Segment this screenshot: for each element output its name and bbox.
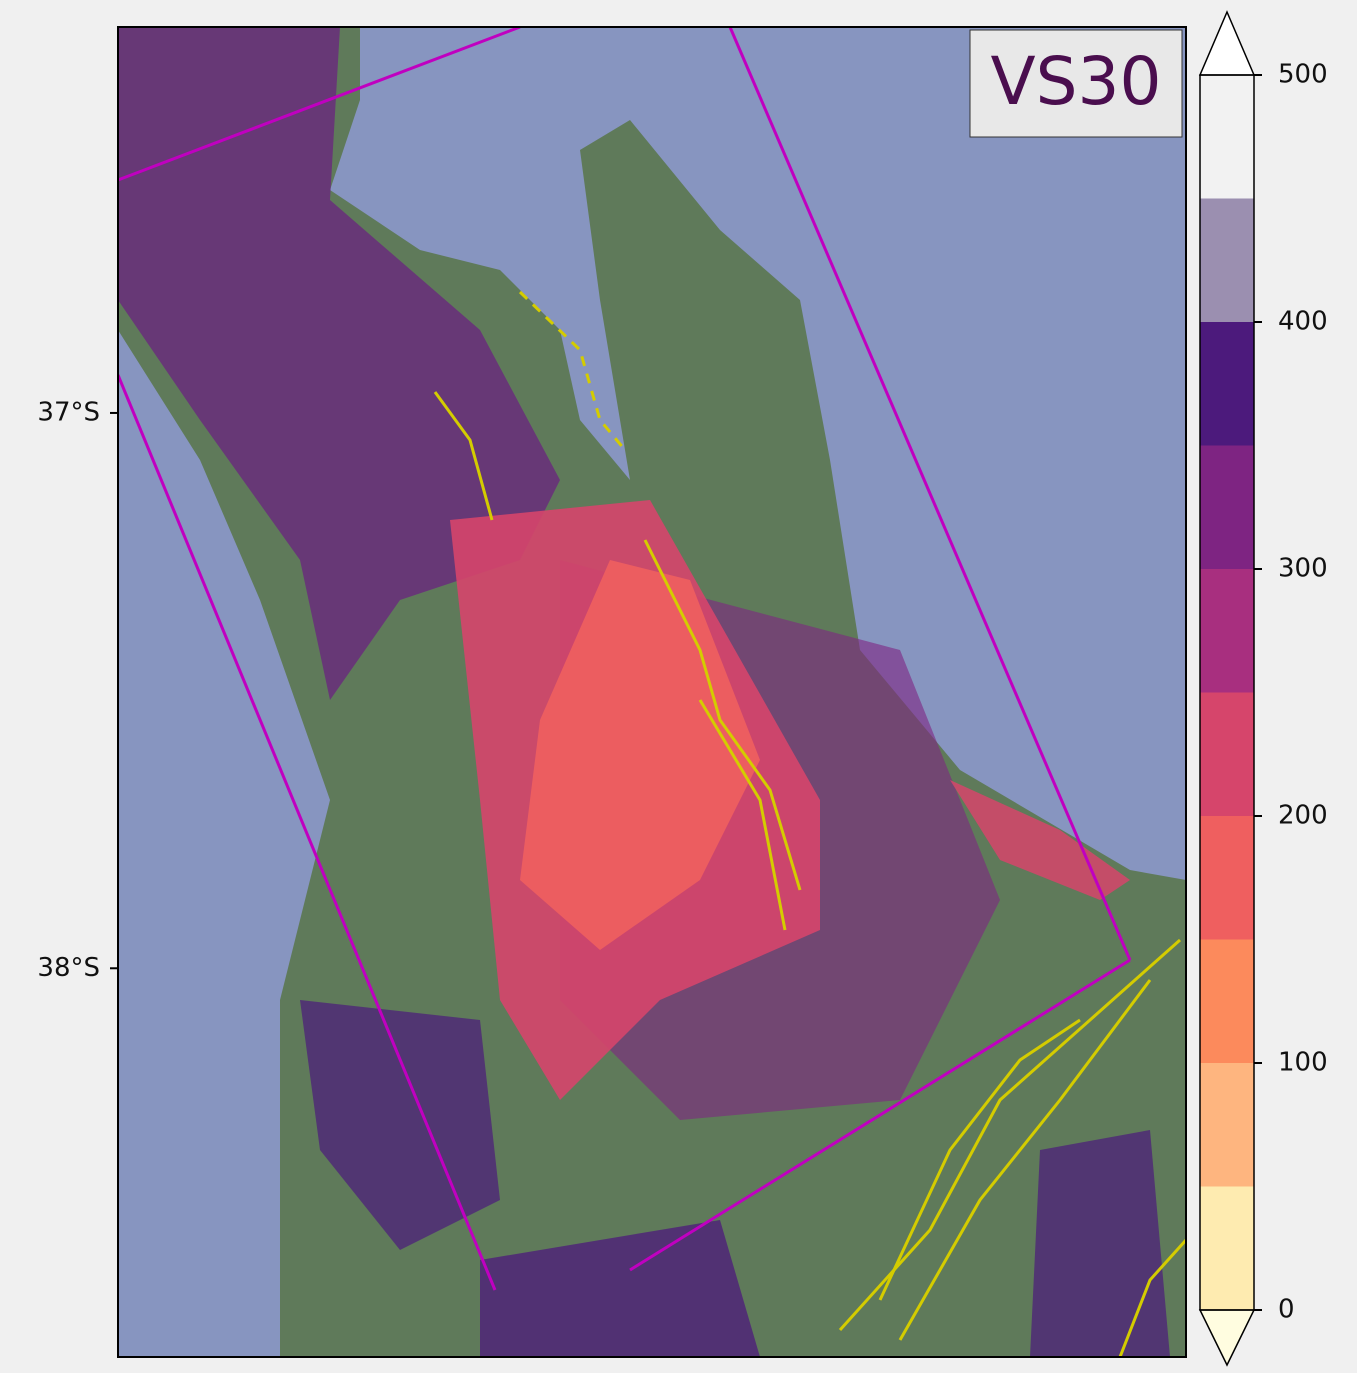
colorbar-tick-label: 500 [1278, 60, 1328, 90]
lat-tick-label: 38°S [37, 953, 100, 983]
colorbar-segment [1200, 446, 1254, 570]
lat-axis: 37°S 38°S [37, 397, 118, 982]
colorbar-tick-label: 0 [1278, 1295, 1295, 1325]
colorbar-segment [1200, 693, 1254, 817]
colorbar-tick-label: 400 [1278, 307, 1328, 337]
colorbar-segment [1200, 816, 1254, 940]
colorbar-extend-over [1200, 12, 1254, 75]
colorbar-segment [1200, 569, 1254, 693]
title: VS30 [990, 43, 1161, 120]
colorbar-segment [1200, 1187, 1254, 1311]
colorbar-segment [1200, 322, 1254, 446]
colorbar-segment [1200, 75, 1254, 199]
colorbar-segment [1200, 940, 1254, 1064]
colorbar-tick-label: 300 [1278, 554, 1328, 584]
figure: VS30 37°S 38°S 0 100 200 300 400 500 [0, 0, 1357, 1369]
colorbar-segment [1200, 1063, 1254, 1187]
map [118, 27, 1186, 1357]
colorbar-extend-under [1200, 1310, 1254, 1365]
lat-tick-label: 37°S [37, 397, 100, 427]
colorbar-tick-label: 100 [1278, 1048, 1328, 1078]
vs30-purple [1030, 1130, 1170, 1357]
colorbar-tick-label: 200 [1278, 801, 1328, 831]
colorbar: 0 100 200 300 400 500 [1200, 12, 1328, 1365]
colorbar-segment [1200, 199, 1254, 323]
